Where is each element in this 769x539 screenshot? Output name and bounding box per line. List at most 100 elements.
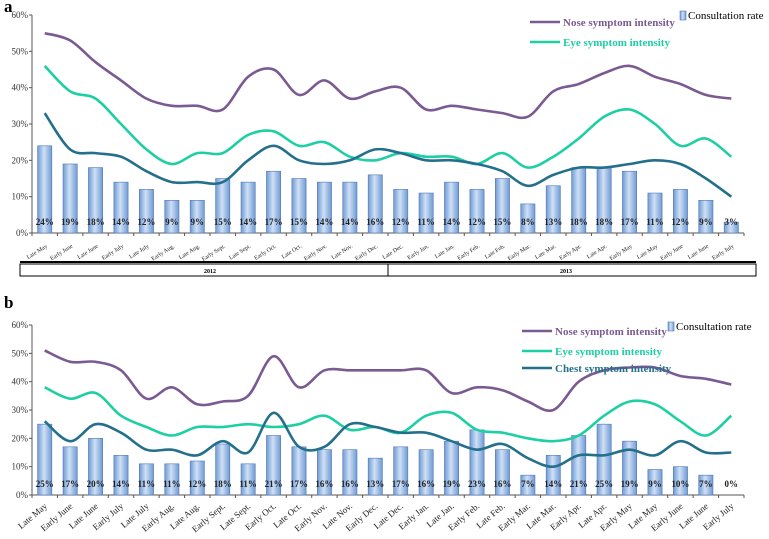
bar-data-label: 14% [443,217,461,227]
bar [367,457,383,496]
bar-data-label: 15% [290,217,308,227]
bar [723,221,739,234]
bar [673,189,688,234]
bar [698,474,714,496]
bar [189,200,205,234]
x-tick-label: Early Apr. [559,243,584,261]
bar-data-label: 23% [468,479,486,489]
x-tick-label: Early Dec. [354,243,379,262]
legend-label: Consultation rate [688,10,764,22]
bar [88,167,103,234]
bar [495,449,510,496]
bar-data-label: 3% [725,217,739,227]
bar [317,449,332,496]
bar-data-label: 16% [493,479,511,489]
x-tick-label: Early July [711,244,735,262]
legend-label: Nose symptom intensity [555,326,667,338]
legend-swatch-bar [667,321,675,332]
legend-label: Chest symptom intensity [555,363,672,375]
bar [545,185,561,234]
x-tick-label: Early June [49,243,74,262]
y-tick-label: 60% [12,320,29,330]
bar [698,200,714,234]
legend-label: Consultation rate [676,321,752,333]
bar-data-label: 14% [112,479,130,489]
x-tick-label: Late June [77,243,100,261]
chart-panel-a: a0%10%20%30%40%50%60%Late May Early June L… [4,0,764,277]
bar [367,174,383,234]
y-tick-label: 30% [12,119,29,129]
bar [215,178,231,234]
x-tick-label: Early Aug. [151,243,177,262]
bar-data-label: 9% [648,479,662,489]
series-line-eye [43,64,733,169]
bar-data-label: 16% [366,217,384,227]
bar-data-label: 16% [315,479,333,489]
bar [342,181,358,234]
bar-data-label: 11% [239,479,257,489]
x-tick-label: Late Sept. [228,243,252,261]
bar-data-label: 9% [191,217,205,227]
x-tick-label: Late Oct. [281,243,304,260]
bar-data-label: 17% [392,479,410,489]
bar-data-label: 14% [239,217,257,227]
series-line-nose [44,31,732,120]
bar-data-label: 17% [265,217,283,227]
bar [317,181,332,234]
x-tick-label: Late Aug. [178,243,202,261]
bar-data-label: 16% [417,479,435,489]
bar-data-label: 17% [621,217,639,227]
bar-data-label: 12% [468,217,486,227]
legend-label: Eye symptom intensity [563,37,670,49]
x-tick-label: Late Feb. [484,243,507,260]
group-separator [20,261,756,263]
x-tick-label: Early Mar. [507,243,532,262]
x-tick-label: Late June [687,243,710,261]
x-tick-label: Late Nov. [331,243,355,261]
bar [113,181,129,234]
y-tick-label: 60% [12,10,29,20]
y-tick-label: 10% [12,192,29,202]
bar-data-label: 12% [671,217,689,227]
bar [240,463,256,496]
bar [342,449,358,496]
series-line-chest [43,112,733,198]
bar-data-label: 11% [163,479,181,489]
bar [164,200,180,234]
bar [520,474,536,496]
x-tick-label: Early June [660,243,685,262]
y-tick-label: 50% [12,348,29,358]
bar-data-label: 12% [392,217,410,227]
bar [139,189,154,234]
bar-data-label: 14% [112,217,130,227]
series-line-chest [43,411,732,469]
bar-data-label: 19% [443,479,461,489]
bar-data-label: 13% [544,217,562,227]
bar-data-label: 12% [188,479,206,489]
bar-data-label: 18% [214,479,232,489]
series-line-nose [44,349,732,413]
bar [113,455,129,496]
y-tick-label: 20% [12,433,29,443]
bar-data-label: 0% [725,479,739,489]
y-tick-label: 20% [12,155,29,165]
bar [673,466,688,496]
bar [164,463,180,496]
bar [240,181,256,234]
panel-label: a [4,0,13,16]
bar [62,446,78,496]
bar [37,145,53,234]
bar [418,449,434,496]
bar-data-label: 18% [595,217,613,227]
legend-label: Eye symptom intensity [555,346,662,358]
bar [622,170,637,234]
bar-data-label: 9% [165,217,179,227]
bar-data-label: 25% [595,479,613,489]
bar-data-label: 14% [315,217,333,227]
legend-swatch-bar [679,10,687,21]
bar [88,438,103,496]
y-tick-label: 30% [12,405,29,415]
bar-data-label: 21% [265,479,283,489]
